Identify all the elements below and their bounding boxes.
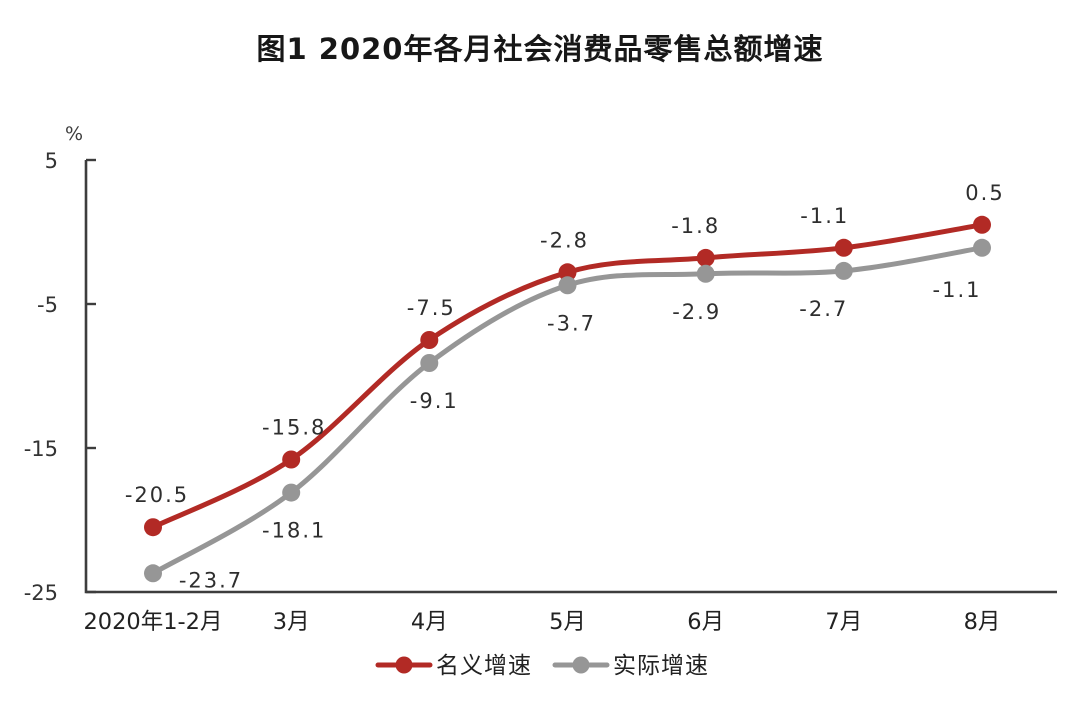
axes: [84, 160, 1057, 594]
data-point-real-growth: [420, 354, 439, 372]
legend-item-nominal-growth: 名义增速: [375, 653, 532, 679]
data-label-nominal-growth: 0.5: [965, 181, 1004, 205]
y-axis-unit: %: [65, 123, 83, 145]
y-tick-label: 5: [45, 149, 58, 173]
data-label-real-growth: -2.7: [799, 297, 848, 321]
x-axis-label: 6月: [687, 609, 724, 635]
legend-item-real-growth: 实际增速: [552, 653, 709, 679]
data-label-nominal-growth: -15.8: [262, 416, 326, 440]
legend-marker-dot: [395, 656, 413, 674]
data-label-real-growth: -1.1: [933, 278, 982, 302]
data-point-real-growth: [834, 261, 853, 280]
y-tick-label: -25: [24, 581, 58, 605]
legend-label: 实际增速: [613, 653, 709, 679]
data-label-nominal-growth: -7.5: [407, 296, 456, 320]
data-label-real-growth: -9.1: [410, 389, 459, 413]
data-label-nominal-growth: -1.8: [671, 214, 720, 238]
data-label-real-growth: -3.7: [547, 311, 596, 335]
data-point-nominal-growth: [696, 248, 715, 267]
data-point-real-growth: [973, 238, 991, 257]
chart-title: 图1 2020年各月社会消费品零售总额增速: [256, 32, 824, 66]
data-point-real-growth: [558, 276, 577, 295]
x-axis-label: 4月: [411, 609, 448, 635]
y-tick-label: -5: [37, 293, 58, 317]
data-point-nominal-growth: [558, 263, 577, 282]
x-axis-label: 7月: [825, 609, 862, 635]
legend-marker-dot: [572, 656, 590, 674]
data-point-real-growth: [144, 564, 162, 583]
data-point-nominal-growth: [144, 518, 162, 537]
x-axis-label: 5月: [549, 609, 586, 635]
data-label-nominal-growth: -2.8: [540, 228, 589, 252]
data-point-nominal-growth: [834, 238, 853, 257]
data-label-nominal-growth: -1.1: [800, 204, 849, 228]
y-tick-label: -15: [24, 437, 58, 461]
data-label-real-growth: -18.1: [262, 519, 326, 543]
data-label-real-growth: -2.9: [672, 300, 721, 324]
x-axis-label: 2020年1-2月: [83, 609, 222, 635]
legend-label: 名义增速: [436, 653, 532, 679]
data-label-real-growth: -23.7: [179, 568, 243, 592]
data-point-real-growth: [282, 483, 301, 502]
data-point-real-growth: [696, 264, 715, 283]
data-label-nominal-growth: -20.5: [125, 483, 189, 507]
data-point-nominal-growth: [420, 331, 439, 349]
data-point-nominal-growth: [973, 215, 991, 234]
x-axis-label: 3月: [273, 609, 310, 635]
x-axis-label: 8月: [964, 609, 1001, 635]
data-point-nominal-growth: [282, 450, 301, 469]
